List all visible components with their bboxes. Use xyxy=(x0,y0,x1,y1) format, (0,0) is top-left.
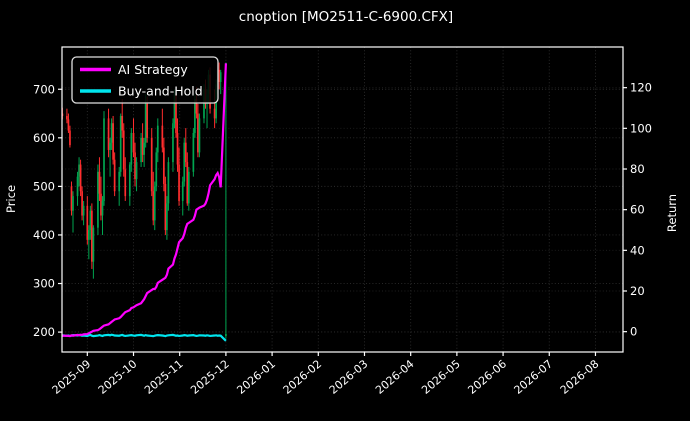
candle-body xyxy=(135,162,138,180)
candle-body xyxy=(213,108,216,119)
candle-body xyxy=(183,142,186,182)
candle-body xyxy=(192,132,195,172)
candle-body xyxy=(176,132,179,165)
candle-body xyxy=(152,191,155,221)
ai-strategy-line xyxy=(62,63,227,338)
candle-body xyxy=(119,115,122,172)
candle-body xyxy=(130,132,133,165)
candle-body xyxy=(141,137,144,155)
candle-body xyxy=(82,205,85,216)
candle-body xyxy=(122,130,125,170)
legend: AI Strategy Buy-and-Hold xyxy=(71,56,219,104)
candle-body xyxy=(172,123,174,163)
candle-body xyxy=(69,130,71,146)
candle-body xyxy=(184,142,187,163)
return-tick-label: 60 xyxy=(630,203,645,217)
candle-body xyxy=(109,142,111,150)
candle-body xyxy=(163,147,165,184)
candle-body xyxy=(181,181,184,201)
candle-body xyxy=(118,171,121,192)
candlestick-series xyxy=(61,62,227,339)
candle-body xyxy=(91,210,93,262)
legend-item-buy-and-hold: Buy-and-Hold xyxy=(80,84,203,99)
candle-body xyxy=(89,210,92,231)
return-tick-label: 20 xyxy=(630,284,645,298)
candle-body xyxy=(87,230,90,240)
legend-label-ai-strategy: AI Strategy xyxy=(118,62,188,77)
candle-body xyxy=(153,186,156,221)
candle-body xyxy=(81,191,83,216)
candle-body xyxy=(144,103,147,143)
candle-body xyxy=(110,123,113,143)
candle-body xyxy=(186,162,189,204)
candle-body xyxy=(140,137,142,163)
price-tick-label: 400 xyxy=(33,228,55,242)
legend-label-buy-and-hold: Buy-and-Hold xyxy=(118,84,203,99)
candle-body xyxy=(67,119,70,131)
return-tick-label: 40 xyxy=(630,243,645,257)
candle-body xyxy=(79,164,82,192)
candle-body xyxy=(161,125,164,148)
candle-body xyxy=(173,94,176,124)
candle-body xyxy=(150,137,153,192)
candle-body xyxy=(143,142,145,155)
candle-body xyxy=(156,125,159,153)
candle-body xyxy=(113,159,116,192)
candle-body xyxy=(203,89,205,119)
candle-body xyxy=(195,98,198,114)
candle-body xyxy=(124,169,127,197)
price-tick-label: 700 xyxy=(33,82,55,96)
candle-body xyxy=(167,162,170,204)
candle-body xyxy=(103,118,105,201)
candle-body xyxy=(70,186,73,211)
candle-body xyxy=(219,72,222,82)
candle-body xyxy=(155,152,158,187)
chart-title: cnoption [MO2511-C-6900.CFX] xyxy=(239,9,453,25)
candle-body xyxy=(194,98,196,133)
return-tick-label: 0 xyxy=(630,325,637,339)
candle-body xyxy=(218,69,221,82)
candle-body xyxy=(92,227,95,262)
candle-body xyxy=(100,193,102,216)
price-axis-label: Price xyxy=(4,185,18,213)
candle-body xyxy=(101,200,104,216)
candle-body xyxy=(97,171,99,228)
candle-body xyxy=(86,205,89,240)
candle-body xyxy=(121,115,124,131)
candle-body xyxy=(112,123,114,160)
return-tick-label: 120 xyxy=(630,81,652,95)
candle-body xyxy=(107,118,110,150)
plot-border xyxy=(61,46,624,353)
price-tick-label: 500 xyxy=(33,179,55,193)
return-axis-label: Return xyxy=(665,194,679,232)
candle-body xyxy=(76,176,79,197)
candle-body xyxy=(66,115,68,120)
candle-body xyxy=(187,171,190,204)
price-tick-label: 200 xyxy=(33,325,55,339)
candle-body xyxy=(197,113,199,153)
buy-and-hold-line xyxy=(62,333,227,342)
price-tick-label: 600 xyxy=(33,131,55,145)
candle-body xyxy=(72,196,74,211)
candle-body xyxy=(164,183,167,231)
legend-item-ai-strategy: AI Strategy xyxy=(80,62,188,77)
return-axis-ticks: 0 20 40 60 80 100 120 xyxy=(623,81,652,339)
return-tick-label: 100 xyxy=(630,121,652,135)
candle-body xyxy=(78,164,80,177)
candle-body xyxy=(128,164,131,197)
candle-body xyxy=(98,171,101,194)
candle-body xyxy=(175,94,177,133)
candle-body xyxy=(166,203,168,231)
price-tick-label: 300 xyxy=(33,277,55,291)
candle-body xyxy=(225,334,227,336)
candle-body xyxy=(198,118,201,153)
candle-body xyxy=(178,164,180,201)
candle-body xyxy=(134,152,136,180)
return-tick-label: 80 xyxy=(630,162,645,176)
price-axis-ticks: 200 300 400 500 600 700 xyxy=(33,82,62,339)
candle-body xyxy=(132,132,135,153)
candle-body xyxy=(146,103,149,138)
